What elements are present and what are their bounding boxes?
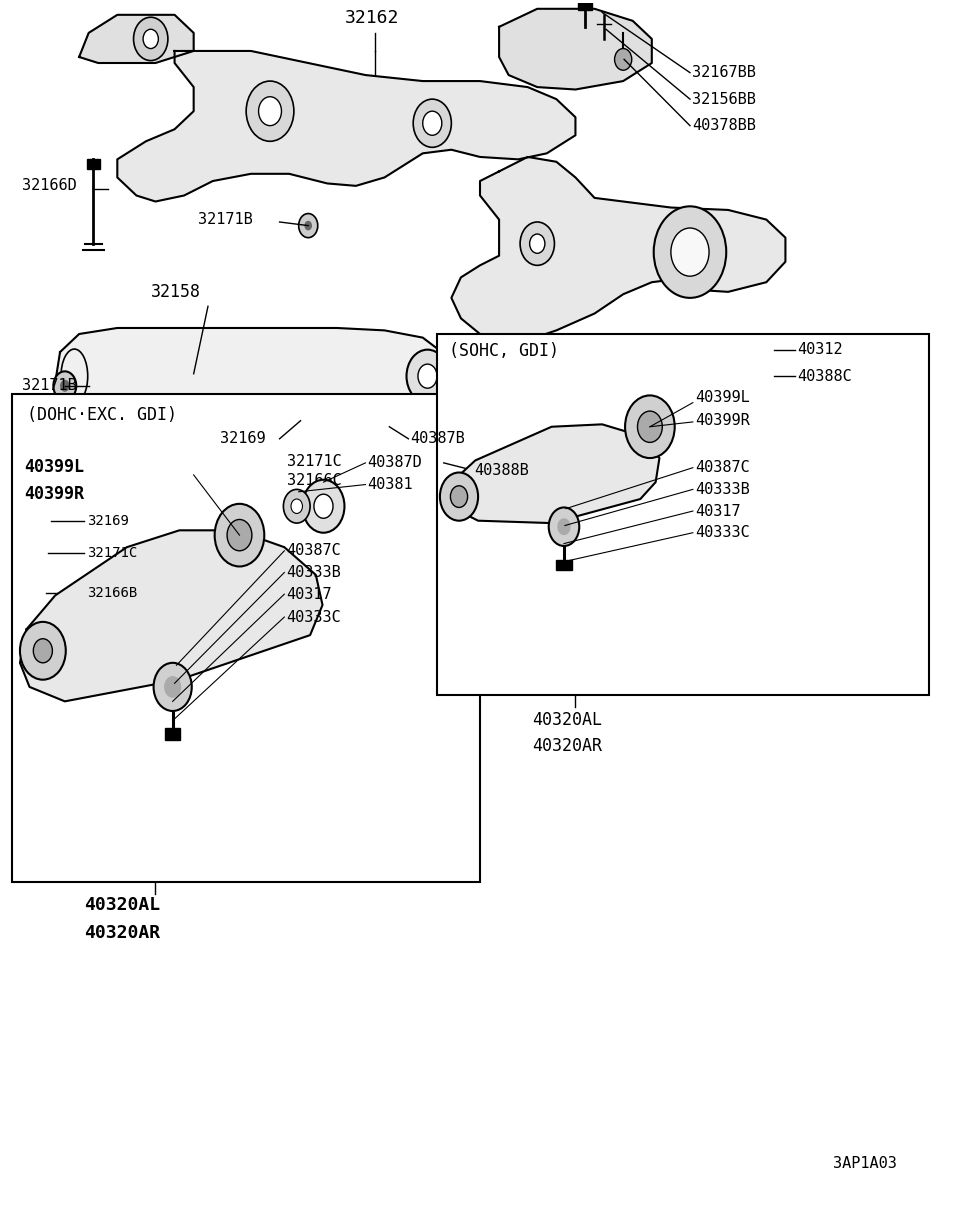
Text: 40399L: 40399L [24,459,84,476]
Text: 40333C: 40333C [695,525,750,540]
Text: 40320AR: 40320AR [84,924,160,943]
Text: 32169: 32169 [86,514,129,528]
Circle shape [440,473,478,520]
Text: 32156BB: 32156BB [692,92,756,106]
Text: 32166C: 32166C [287,473,342,488]
Circle shape [654,207,727,298]
Text: 40388B: 40388B [474,462,529,478]
Bar [12,394,480,882]
Circle shape [20,622,66,680]
Bar [165,728,180,739]
Circle shape [413,99,451,148]
Circle shape [291,499,302,513]
Circle shape [299,213,318,237]
Bar [29,566,44,578]
Circle shape [310,407,329,431]
Circle shape [28,506,51,535]
Text: 40381: 40381 [368,477,413,492]
Circle shape [34,639,53,663]
Bar [578,2,591,10]
Text: 40333B: 40333B [286,565,341,580]
Circle shape [164,676,181,698]
Circle shape [154,663,192,711]
Text: 40317: 40317 [286,587,332,601]
Text: 32171B: 32171B [199,212,253,227]
Circle shape [406,350,448,403]
Polygon shape [117,51,575,202]
Circle shape [614,48,632,70]
Text: 40333C: 40333C [286,610,341,624]
Circle shape [422,111,442,136]
Text: 40387C: 40387C [695,460,750,476]
Text: 32171C: 32171C [287,455,342,469]
Circle shape [418,364,437,388]
Text: 32167BB: 32167BB [692,65,756,80]
Circle shape [304,220,312,230]
Circle shape [35,514,44,526]
Text: 40399L: 40399L [695,391,750,405]
Circle shape [450,485,468,507]
Circle shape [302,479,345,532]
Text: 32166D: 32166D [22,178,77,194]
Text: 40317: 40317 [695,503,740,519]
Circle shape [54,371,76,401]
Bar [557,560,571,570]
Bar [354,422,368,432]
Polygon shape [451,157,785,342]
Text: 40399R: 40399R [24,484,84,502]
Text: 32171C: 32171C [86,546,137,560]
Text: 40378BB: 40378BB [692,119,756,133]
Text: 40320AL: 40320AL [84,897,160,915]
Text: 32169: 32169 [221,431,266,446]
Circle shape [228,519,252,551]
Text: 40388C: 40388C [797,369,852,384]
Text: 40387D: 40387D [368,455,422,471]
Circle shape [133,17,168,60]
Text: 40320AR: 40320AR [533,737,603,755]
Text: (DOHC·EXC. GDI): (DOHC·EXC. GDI) [27,407,177,425]
Text: (SOHC, GDI): (SOHC, GDI) [449,342,560,361]
Text: 40312: 40312 [797,342,843,357]
Circle shape [558,518,570,535]
Text: 3AP1A03: 3AP1A03 [833,1156,897,1171]
Text: 32171B: 32171B [22,379,77,393]
Circle shape [549,507,579,546]
Text: 32166B: 32166B [86,586,137,600]
Circle shape [31,542,48,564]
Polygon shape [446,425,660,523]
Circle shape [215,503,264,566]
Polygon shape [499,8,652,90]
Text: 40387C: 40387C [286,543,341,558]
Polygon shape [20,530,323,702]
Circle shape [246,81,294,142]
Circle shape [314,494,333,518]
Circle shape [637,411,662,443]
Text: 40387B: 40387B [410,431,465,446]
Bar [437,334,928,696]
Circle shape [283,489,310,523]
Text: 40320AL: 40320AL [533,711,603,728]
Circle shape [60,380,69,392]
Polygon shape [79,15,194,63]
Circle shape [258,97,281,126]
Bar [86,160,100,169]
Circle shape [143,29,158,48]
Text: 32162: 32162 [345,8,398,27]
Circle shape [625,396,675,459]
Polygon shape [56,328,451,419]
Text: 40399R: 40399R [695,414,750,428]
Text: 40333B: 40333B [695,482,750,497]
Circle shape [530,234,545,253]
Text: 32158: 32158 [151,283,201,301]
Circle shape [520,221,555,265]
Circle shape [671,227,709,276]
